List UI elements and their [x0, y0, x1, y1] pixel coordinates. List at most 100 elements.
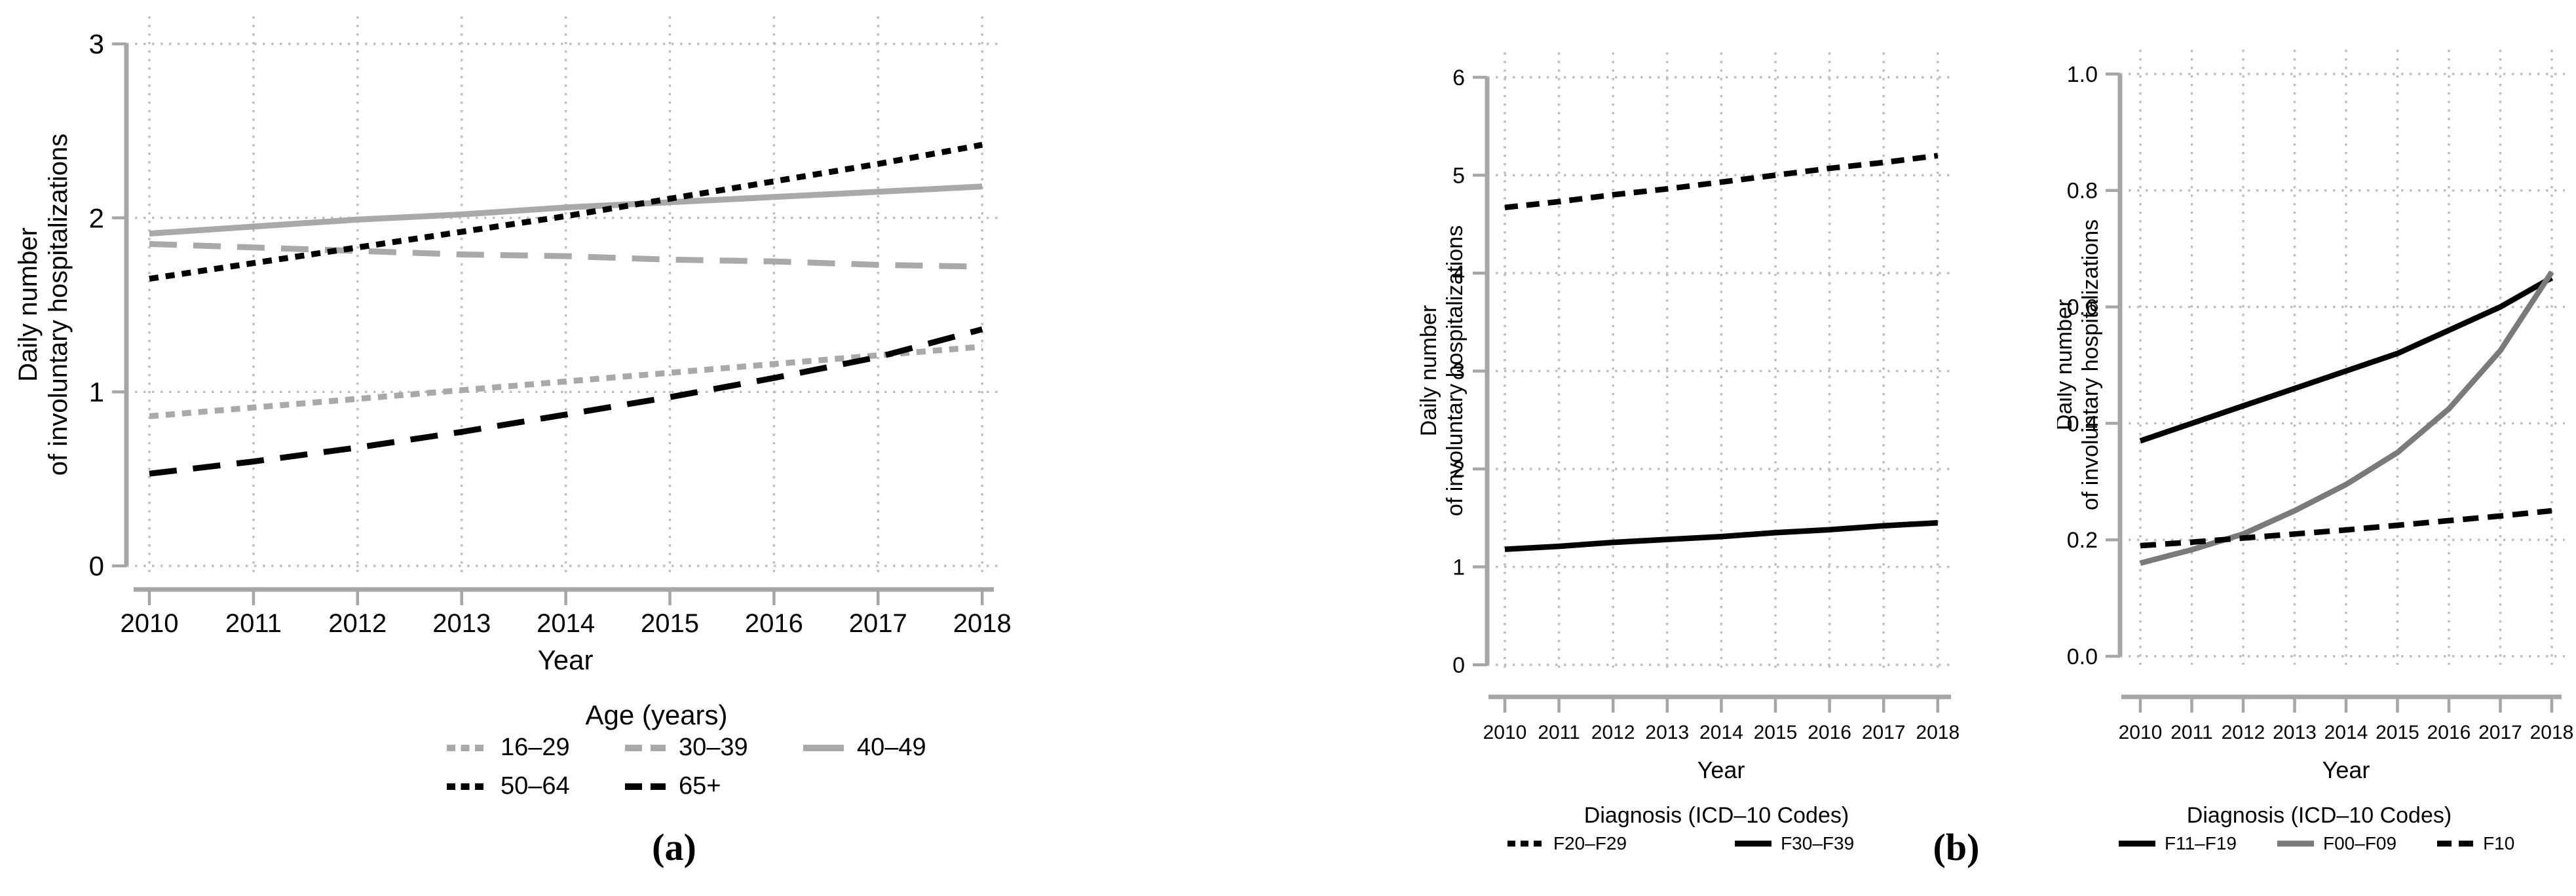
- series-line-F11–F19: [2139, 275, 2554, 444]
- legend-item-F11–F19: F11–F19: [2119, 833, 2237, 854]
- chart-b2-diagnosis-f00-f19: 0.0 0.2 0.4 0.6 0.8 1.0 2010 2011 2012 2013 2014 20…: [2057, 50, 2574, 783]
- legend-item-40–49: 40–49: [803, 734, 981, 762]
- legend-label: 30–39: [679, 734, 748, 761]
- legend-b1: F20–F29 F30–F39: [1507, 833, 1854, 854]
- x-tick-label: 2015: [1754, 722, 1798, 743]
- y-tick-label: 0.2: [2067, 528, 2098, 553]
- x-tick-label: 2015: [641, 609, 699, 638]
- x-tick-label: 2017: [1862, 722, 1906, 743]
- legend-b2: F11–F19 F00–F09 F10: [2119, 833, 2514, 854]
- legend-swatch-16–29: [447, 744, 487, 751]
- legend-label: 16–29: [501, 734, 570, 761]
- y-tick-label: 1: [1452, 555, 1465, 580]
- legend-swatch-65+: [625, 783, 666, 790]
- y-tick-label: 0.8: [2067, 179, 2098, 204]
- x-tick-label: 2012: [1591, 722, 1635, 743]
- caption-panel-a: (a): [652, 826, 696, 868]
- y-tick-label: 6: [1452, 65, 1465, 90]
- legend-a-title: Age (years): [585, 700, 728, 730]
- y-tick-label: 0.0: [2067, 644, 2098, 669]
- y-tick-label: 3: [89, 29, 104, 60]
- legend-b1-title: Diagnosis (ICD–10 Codes): [1583, 803, 1849, 828]
- x-tick-label: 2011: [225, 609, 282, 638]
- legend-b2-title: Diagnosis (ICD–10 Codes): [2186, 803, 2452, 828]
- x-tick-label: 2010: [1483, 722, 1527, 743]
- x-axis-title: Year: [1697, 756, 1745, 783]
- x-tick-label: 2012: [328, 609, 387, 638]
- legend-item-F20–F29: F20–F29: [1507, 833, 1627, 854]
- x-tick-label: 2013: [1645, 722, 1689, 743]
- chart-a-age-groups: 0 1 2 3 2010 2011 2012 2013 2014 2015 2016 2017 2018…: [14, 16, 1012, 675]
- legend-item-16–29: 16–29: [447, 734, 625, 762]
- y-tick-label: 0.6: [2067, 295, 2098, 320]
- x-tick-label: 2013: [432, 609, 491, 638]
- y-tick-label: 3: [1452, 359, 1465, 384]
- y-tick-label: 2: [89, 202, 104, 233]
- y-axis-title: of involuntary hospitalizations: [1443, 225, 1468, 516]
- series-line-F20–F29: [1504, 153, 1939, 211]
- y-axis-title: Daily number: [1416, 305, 1441, 436]
- legend-item-F00–F09: F00–F09: [2277, 833, 2396, 854]
- legend-swatch-40–49: [803, 744, 844, 751]
- legend-swatch-50–64: [447, 783, 487, 790]
- legend-label: F11–F19: [2165, 833, 2237, 853]
- legend-item-F30–F39: F30–F39: [1735, 833, 1854, 854]
- series-line-16–29: [149, 343, 983, 419]
- x-tick-label: 2016: [2427, 722, 2471, 743]
- legend-swatch-F11–F19: [2119, 840, 2155, 847]
- legend-item-F10: F10: [2437, 833, 2514, 854]
- x-tick-label: 2014: [2324, 722, 2368, 743]
- legend-item-65+: 65+: [625, 772, 803, 800]
- series-line-30–39: [149, 241, 983, 270]
- legend-swatch-F10: [2437, 840, 2474, 847]
- y-tick-label: 1.0: [2067, 62, 2098, 87]
- y-tick-label: 0: [89, 551, 104, 582]
- x-tick-label: 2016: [745, 609, 803, 638]
- x-tick-label: 2012: [2222, 722, 2265, 743]
- legend-a: 16–29 30–39 40–49 50–64 65+: [447, 734, 981, 800]
- x-tick-label: 2018: [1916, 722, 1960, 743]
- caption-panel-b: (b): [1933, 826, 1980, 868]
- series-line-F30–F39: [1504, 519, 1939, 552]
- x-tick-label: 2010: [121, 609, 179, 638]
- series-line-F00–F09: [2139, 270, 2554, 566]
- y-axis-title: Daily number: [2057, 299, 2077, 430]
- y-axis-title: Daily number: [14, 227, 43, 382]
- legend-label: 65+: [679, 772, 721, 800]
- y-tick-label: 4: [1452, 261, 1465, 286]
- series-line-65+: [149, 326, 983, 477]
- x-axis-title: Year: [538, 644, 594, 675]
- x-tick-label: 2015: [2376, 722, 2419, 743]
- y-tick-label: 0: [1452, 653, 1465, 678]
- y-tick-label: 1: [89, 377, 104, 407]
- legend-label: F20–F29: [1553, 833, 1627, 853]
- x-axis-title: Year: [2322, 756, 2370, 783]
- x-tick-label: 2018: [2530, 722, 2574, 743]
- chart-b1-diagnosis-f20-f39: 0 1 2 3 4 5 6 2010 2011 2012 2013 2014 2015 2016 2017 2…: [1416, 52, 1960, 783]
- x-tick-label: 2014: [537, 609, 595, 638]
- legend-swatch-F20–F29: [1507, 840, 1544, 847]
- y-tick-label: 5: [1452, 163, 1465, 188]
- legend-swatch-F30–F39: [1735, 840, 1772, 847]
- x-tick-label: 2016: [1808, 722, 1851, 743]
- y-axis-title: of involuntary hospitalizations: [2078, 219, 2103, 510]
- legend-label: F00–F09: [2323, 833, 2397, 853]
- y-tick-label: 2: [1452, 457, 1465, 482]
- x-tick-label: 2018: [953, 609, 1012, 638]
- series-line-F10: [2140, 508, 2552, 549]
- y-tick-label: 0.4: [2067, 411, 2098, 436]
- legend-label: 50–64: [501, 772, 570, 800]
- x-tick-label: 2011: [1538, 722, 1580, 743]
- legend-label: 40–49: [857, 734, 926, 761]
- legend-item-30–39: 30–39: [625, 734, 803, 762]
- y-axis-title: of involuntary hospitalizations: [44, 134, 73, 476]
- legend-label: F30–F39: [1781, 833, 1855, 853]
- x-tick-label: 2014: [1699, 722, 1743, 743]
- legend-swatch-30–39: [625, 744, 666, 751]
- x-tick-label: 2017: [2478, 722, 2522, 743]
- series-line-40–49: [149, 183, 983, 237]
- x-tick-label: 2017: [849, 609, 907, 638]
- x-tick-label: 2013: [2273, 722, 2317, 743]
- legend-swatch-F00–F09: [2277, 840, 2314, 847]
